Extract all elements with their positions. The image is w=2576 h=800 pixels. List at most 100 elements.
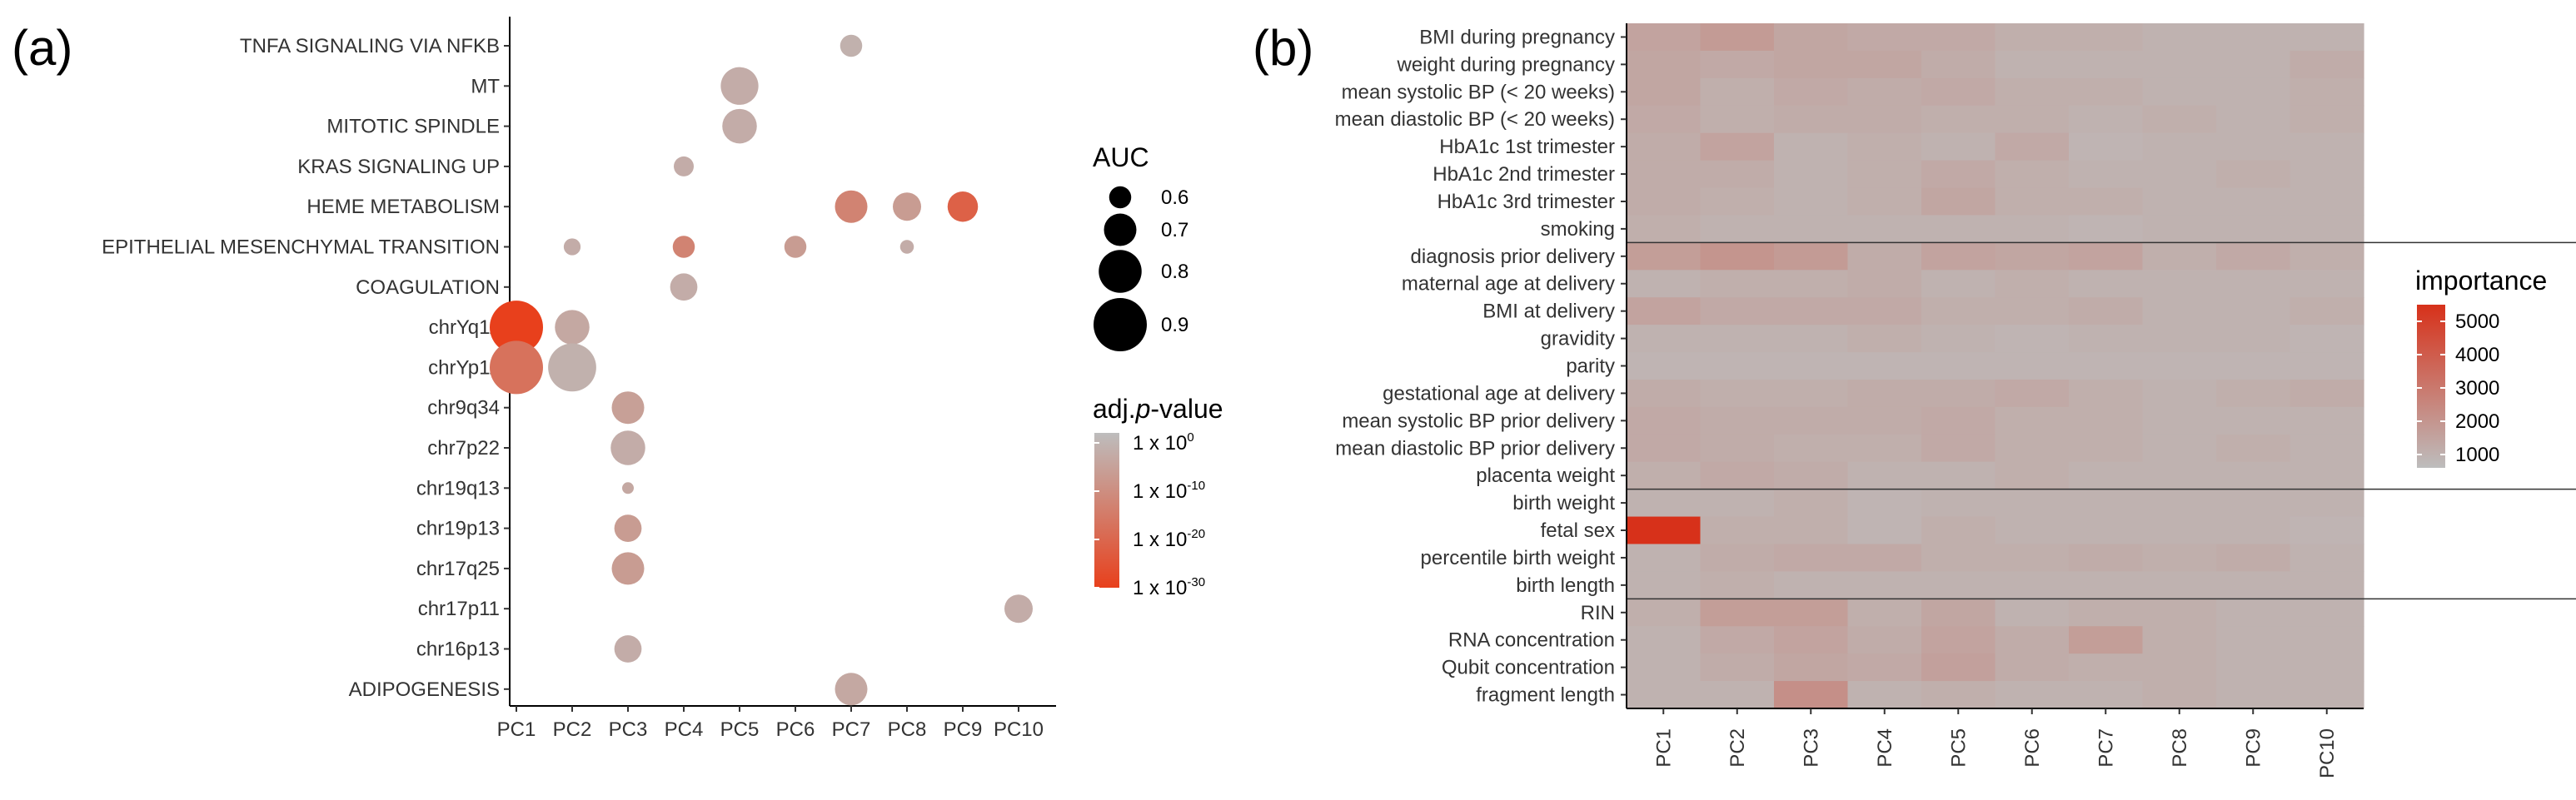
- bubble-point: [611, 391, 645, 425]
- bubble-y-tick-label: chr17p11: [418, 598, 500, 620]
- heatmap-cell: [1921, 242, 1996, 271]
- heatmap-cell: [1921, 270, 1996, 298]
- bubble-y-tick-label: chr19q13: [416, 477, 500, 499]
- heatmap-cell: [2216, 50, 2291, 79]
- heatmap-cell: [2216, 297, 2291, 325]
- heatmap-cell: [2290, 215, 2364, 243]
- bubble-y-tick-label: chr17q25: [416, 558, 500, 580]
- heatmap-cell: [1700, 599, 1775, 627]
- heatmap-cell: [1774, 23, 1849, 52]
- bubble-x-tick-label: PC2: [553, 718, 592, 741]
- heatmap-cell: [2290, 599, 2364, 627]
- heatmap-cell: [1774, 434, 1849, 463]
- heatmap-cell: [2216, 132, 2291, 161]
- heatmap-cell: [1700, 406, 1775, 435]
- heatmap-cell: [1847, 544, 1922, 572]
- heatmap-cell: [1627, 352, 1702, 380]
- heatmap-cell: [2069, 297, 2144, 325]
- heatmap-cell: [1774, 626, 1849, 654]
- heatmap-cell: [2290, 325, 2364, 353]
- heatmap-cell: [1774, 77, 1849, 107]
- importance-colorbar-legend: importance 1000 2000 3000 4000 5000: [2415, 266, 2547, 468]
- heatmap-cell: [2069, 544, 2144, 572]
- heatmap-cell: [2216, 626, 2291, 654]
- heatmap-cell: [1847, 215, 1922, 243]
- bubble-point: [610, 430, 645, 465]
- heatmap-cell: [1995, 681, 2070, 709]
- heatmap-y-tick-label: RIN: [1581, 602, 1615, 624]
- heatmap-cell: [2290, 681, 2364, 709]
- heatmap-cell: [1700, 352, 1775, 380]
- heatmap-y-tick-label: weight during pregnancy: [1396, 53, 1615, 76]
- heatmap-cell: [1627, 325, 1702, 353]
- heatmap-cell: [1921, 571, 1996, 599]
- heatmap-cell: [2216, 242, 2291, 271]
- bubble-point: [674, 156, 694, 176]
- heatmap-cell: [1774, 516, 1849, 545]
- heatmap-cell: [1847, 379, 1922, 408]
- heatmap-cell: [1995, 461, 2070, 490]
- pvalue-label-base: 1 x 10: [1133, 577, 1187, 599]
- bubble-x-tick-label: PC9: [944, 718, 983, 741]
- heatmap-y-tick-label: mean systolic BP (< 20 weeks): [1342, 81, 1615, 103]
- bubble-x-tick-label: PC3: [609, 718, 648, 741]
- heatmap-y-tick-label: BMI during pregnancy: [1419, 26, 1615, 48]
- heatmap-cell: [2069, 516, 2144, 545]
- heatmap-cell: [1774, 160, 1849, 189]
- heatmap-cell: [1774, 215, 1849, 243]
- bubble-y-tick-label: chr16p13: [416, 639, 500, 661]
- heatmap-cell: [2142, 23, 2217, 52]
- heatmap-cell: [1995, 599, 2070, 627]
- bubble-point: [490, 301, 543, 355]
- heatmap-cell: [2290, 544, 2364, 572]
- bubble-point: [614, 635, 642, 663]
- heatmap-cell: [2216, 516, 2291, 545]
- heatmap-cell: [1995, 242, 2070, 271]
- heatmap-cell: [1700, 160, 1775, 189]
- heatmap-y-tick-label: HbA1c 2nd trimester: [1432, 163, 1615, 186]
- heatmap-cell: [2290, 516, 2364, 545]
- heatmap-cell: [1774, 599, 1849, 627]
- heatmap-y-tick-label: gestational age at delivery: [1383, 382, 1615, 405]
- heatmap-cell: [1627, 434, 1702, 463]
- heatmap-cell: [1774, 406, 1849, 435]
- bubble-x-tick-label: PC7: [832, 718, 871, 741]
- heatmap-cell: [1921, 352, 1996, 380]
- pvalue-label-exponent: -30: [1187, 575, 1205, 589]
- bubble-x-tick-label: PC1: [497, 718, 536, 741]
- heatmap-y-tick-label: HbA1c 1st trimester: [1439, 136, 1615, 158]
- auc-legend-label: 0.7: [1161, 219, 1188, 241]
- heatmap-cell: [1921, 434, 1996, 463]
- heatmap-cell: [2142, 160, 2217, 189]
- heatmap-cell: [1847, 187, 1922, 216]
- heatmap-cell: [1627, 187, 1702, 216]
- heatmap-cell: [1921, 297, 1996, 325]
- bubble-y-axis-labels: TNFA SIGNALING VIA NFKB MT MITOTIC SPINDLE…: [102, 35, 500, 701]
- heatmap-cell: [2290, 77, 2364, 107]
- heatmap-cell: [2290, 23, 2364, 52]
- auc-legend-circle: [1099, 250, 1142, 293]
- pvalue-label-base: 1 x 10: [1133, 529, 1187, 551]
- heatmap-cell: [1921, 325, 1996, 353]
- heatmap-cell: [2290, 653, 2364, 682]
- heatmap-x-axis-labels: PC1 PC2 PC3 PC4 PC5 PC6 PC7 PC8 PC9 PC10: [1652, 728, 2339, 778]
- heatmap-cell: [1700, 270, 1775, 298]
- heatmap-cell: [2142, 242, 2217, 271]
- heatmap-cell: [2290, 187, 2364, 216]
- heatmap-cell: [2142, 352, 2217, 380]
- heatmap-cell: [2290, 160, 2364, 189]
- bubble-point: [893, 192, 921, 221]
- heatmap-cell: [1700, 105, 1775, 134]
- heatmap-cell: [1995, 270, 2070, 298]
- heatmap-cell: [2142, 132, 2217, 161]
- heatmap-cell: [2216, 270, 2291, 298]
- bubble-point: [840, 34, 863, 57]
- heatmap-cell: [1995, 379, 2070, 408]
- importance-colorbar-label: 5000: [2455, 311, 2499, 333]
- heatmap-cell: [1700, 461, 1775, 490]
- heatmap-cell: [2290, 461, 2364, 490]
- heatmap-cell: [1774, 325, 1849, 353]
- heatmap-cell: [1921, 461, 1996, 490]
- heatmap-cell: [1774, 50, 1849, 79]
- heatmap-cell: [1995, 160, 2070, 189]
